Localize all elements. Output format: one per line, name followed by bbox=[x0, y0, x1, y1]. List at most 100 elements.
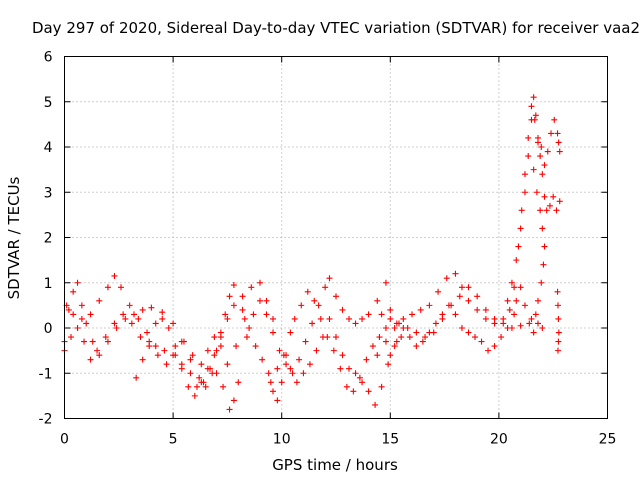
data-point bbox=[263, 297, 270, 304]
data-point bbox=[554, 302, 561, 309]
data-point bbox=[337, 365, 344, 372]
data-point bbox=[135, 315, 142, 322]
data-point bbox=[456, 293, 463, 300]
series-track-f bbox=[243, 275, 400, 377]
data-point bbox=[96, 352, 103, 359]
data-point bbox=[146, 338, 153, 345]
data-point bbox=[511, 284, 518, 291]
data-point bbox=[387, 306, 394, 313]
data-point bbox=[196, 374, 203, 381]
data-point bbox=[220, 383, 227, 390]
x-tick-label: 5 bbox=[169, 432, 178, 448]
data-point bbox=[359, 315, 366, 322]
data-point bbox=[506, 306, 513, 313]
chart-title: Day 297 of 2020, Sidereal Day-to-day VTE… bbox=[32, 19, 640, 37]
data-point bbox=[365, 311, 372, 318]
data-point bbox=[280, 352, 287, 359]
data-point bbox=[211, 352, 218, 359]
x-tick-label: 20 bbox=[490, 432, 508, 448]
data-point bbox=[265, 370, 272, 377]
data-point bbox=[270, 388, 277, 395]
data-point bbox=[356, 374, 363, 381]
data-point bbox=[526, 320, 533, 327]
data-point bbox=[491, 343, 498, 350]
data-point bbox=[172, 352, 179, 359]
data-point bbox=[230, 302, 237, 309]
data-point bbox=[152, 320, 159, 327]
data-point bbox=[126, 302, 133, 309]
data-point bbox=[452, 270, 459, 277]
data-point bbox=[517, 322, 524, 329]
data-point bbox=[550, 193, 557, 200]
data-point bbox=[111, 272, 118, 279]
series-track-i bbox=[374, 270, 533, 359]
data-point bbox=[382, 325, 389, 331]
x-tick-label: 0 bbox=[60, 432, 69, 448]
data-point bbox=[387, 315, 394, 322]
data-point bbox=[152, 343, 159, 350]
x-axis-label: GPS time / hours bbox=[272, 456, 398, 474]
data-point bbox=[339, 352, 346, 359]
data-point bbox=[538, 144, 545, 150]
data-point bbox=[541, 243, 548, 250]
data-point bbox=[89, 338, 96, 345]
data-point bbox=[343, 383, 350, 390]
y-tick-label: 3 bbox=[44, 185, 53, 201]
data-point bbox=[133, 374, 140, 381]
data-point bbox=[554, 130, 561, 137]
data-point bbox=[193, 383, 200, 390]
data-point bbox=[81, 338, 88, 345]
data-point bbox=[539, 171, 546, 178]
data-point bbox=[458, 325, 465, 331]
data-point bbox=[534, 139, 541, 146]
data-point bbox=[159, 309, 166, 316]
data-point bbox=[518, 207, 525, 214]
data-point bbox=[508, 279, 515, 286]
data-point bbox=[217, 334, 224, 341]
data-point bbox=[555, 338, 562, 345]
data-point bbox=[482, 315, 489, 322]
data-point bbox=[161, 347, 168, 354]
data-point bbox=[472, 334, 479, 341]
data-point bbox=[250, 311, 257, 318]
data-point bbox=[478, 338, 485, 345]
data-point bbox=[543, 207, 550, 214]
data-point bbox=[263, 311, 270, 318]
series-track-k bbox=[504, 94, 563, 304]
data-point bbox=[413, 329, 420, 336]
data-point bbox=[213, 347, 220, 354]
data-point bbox=[256, 279, 263, 286]
data-point bbox=[417, 306, 424, 313]
data-point bbox=[302, 338, 309, 345]
data-point bbox=[482, 306, 489, 313]
data-point bbox=[546, 202, 553, 209]
data-point bbox=[326, 275, 333, 282]
grid bbox=[64, 56, 608, 419]
data-point bbox=[374, 352, 381, 359]
data-point bbox=[532, 311, 539, 318]
data-point bbox=[537, 207, 544, 214]
data-point bbox=[222, 311, 229, 318]
data-point bbox=[555, 139, 562, 146]
series-track-n bbox=[554, 288, 562, 354]
data-point bbox=[300, 370, 307, 377]
data-point bbox=[400, 325, 407, 331]
data-point bbox=[541, 162, 548, 169]
data-point bbox=[211, 334, 218, 341]
data-point bbox=[382, 279, 389, 286]
data-point bbox=[326, 315, 333, 322]
data-point bbox=[198, 379, 205, 386]
data-point bbox=[544, 148, 551, 155]
data-point bbox=[78, 315, 85, 322]
data-point bbox=[346, 315, 353, 322]
data-point bbox=[538, 279, 545, 286]
data-point bbox=[96, 297, 103, 304]
data-point bbox=[70, 288, 77, 295]
data-point bbox=[333, 334, 339, 341]
data-point bbox=[551, 116, 558, 123]
data-point bbox=[230, 397, 237, 404]
data-point bbox=[172, 343, 179, 350]
data-point bbox=[239, 293, 246, 300]
data-point bbox=[239, 306, 246, 313]
data-point bbox=[65, 306, 72, 313]
